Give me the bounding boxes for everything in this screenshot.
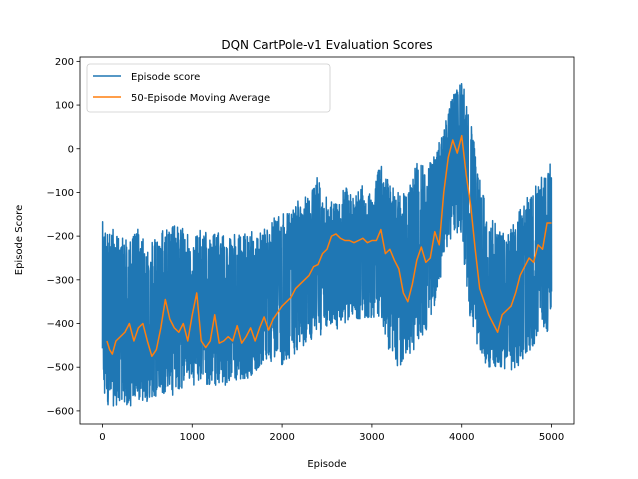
chart-title: DQN CartPole-v1 Evaluation Scores (221, 38, 432, 52)
x-tick-label: 1000 (180, 432, 205, 443)
x-axis-label: Episode (307, 459, 346, 470)
y-tick-label: −400 (47, 319, 74, 330)
plot-area (101, 82, 553, 407)
x-tick-label: 0 (99, 432, 105, 443)
y-tick-label: −500 (47, 363, 74, 374)
legend-box (86, 63, 331, 113)
legend: Episode score 50-Episode Moving Average (86, 63, 331, 113)
y-tick-label: 100 (55, 101, 74, 112)
series-moving-average-line (106, 134, 552, 358)
y-tick-label: 200 (55, 57, 74, 68)
y-tick-label: −600 (47, 406, 74, 417)
y-tick-label: −200 (47, 232, 74, 243)
y-tick-label: 0 (68, 144, 74, 155)
x-tick-label: 4000 (449, 432, 474, 443)
y-axis-label: Episode Score (14, 205, 25, 275)
legend-label-moving-average: 50-Episode Moving Average (131, 93, 270, 104)
series-episode-score-line (101, 82, 553, 407)
x-axis-ticks: 0 1000 2000 3000 4000 5000 (99, 424, 564, 443)
x-tick-label: 5000 (539, 432, 564, 443)
y-tick-label: −100 (47, 188, 74, 199)
y-tick-label: −300 (47, 275, 74, 286)
legend-label-episode-score: Episode score (131, 72, 200, 83)
y-axis-ticks: −600 −500 −400 −300 −200 −100 0 100 200 (47, 57, 80, 417)
x-tick-label: 3000 (359, 432, 384, 443)
x-tick-label: 2000 (269, 432, 294, 443)
axes-frame (79, 56, 575, 425)
